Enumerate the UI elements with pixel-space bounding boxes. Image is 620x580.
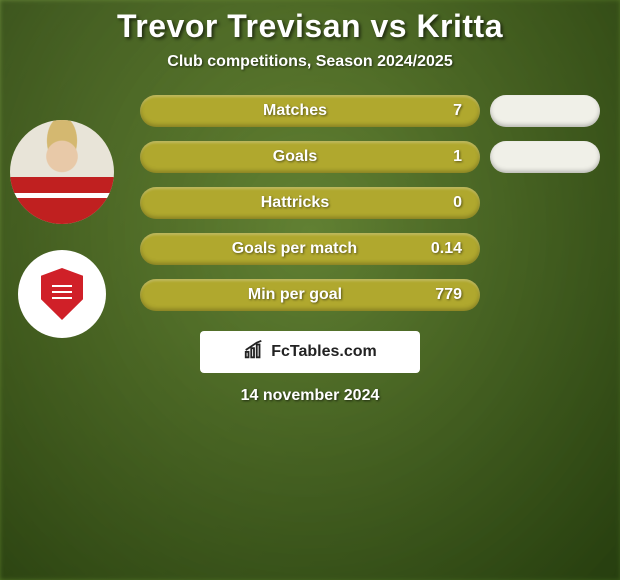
page-subtitle: Club competitions, Season 2024/2025 [0, 53, 620, 71]
stat-row: Hattricks0 [140, 187, 610, 219]
stat-row: Min per goal779 [140, 279, 610, 311]
stat-label: Min per goal [158, 286, 432, 304]
avatar-column [10, 120, 114, 338]
stat-bar: Matches7 [140, 95, 480, 127]
stat-label: Goals [158, 148, 432, 166]
stat-bar: Goals1 [140, 141, 480, 173]
stat-value: 0.14 [431, 240, 462, 258]
chart-icon [243, 339, 265, 366]
stat-bar: Goals per match0.14 [140, 233, 480, 265]
brand-badge: FcTables.com [200, 331, 420, 373]
stat-label: Hattricks [158, 194, 432, 212]
club-avatar [18, 250, 106, 338]
date-text: 14 november 2024 [0, 387, 620, 405]
stat-bar: Hattricks0 [140, 187, 480, 219]
stat-value: 0 [432, 194, 462, 212]
page-title: Trevor Trevisan vs Kritta [0, 8, 620, 45]
stat-value: 1 [432, 148, 462, 166]
stat-bar: Min per goal779 [140, 279, 480, 311]
stat-label: Goals per match [158, 240, 431, 258]
stat-value: 7 [432, 102, 462, 120]
stat-row: Goals per match0.14 [140, 233, 610, 265]
brand-text: FcTables.com [271, 343, 377, 361]
stat-value: 779 [432, 286, 462, 304]
opponent-pill [490, 141, 600, 173]
stat-row: Goals1 [140, 141, 610, 173]
stat-label: Matches [158, 102, 432, 120]
player-avatar [10, 120, 114, 224]
content-root: Trevor Trevisan vs Kritta Club competiti… [0, 0, 620, 405]
stat-bars: Matches7Goals1Hattricks0Goals per match0… [140, 95, 610, 311]
stat-row: Matches7 [140, 95, 610, 127]
opponent-pill [490, 95, 600, 127]
